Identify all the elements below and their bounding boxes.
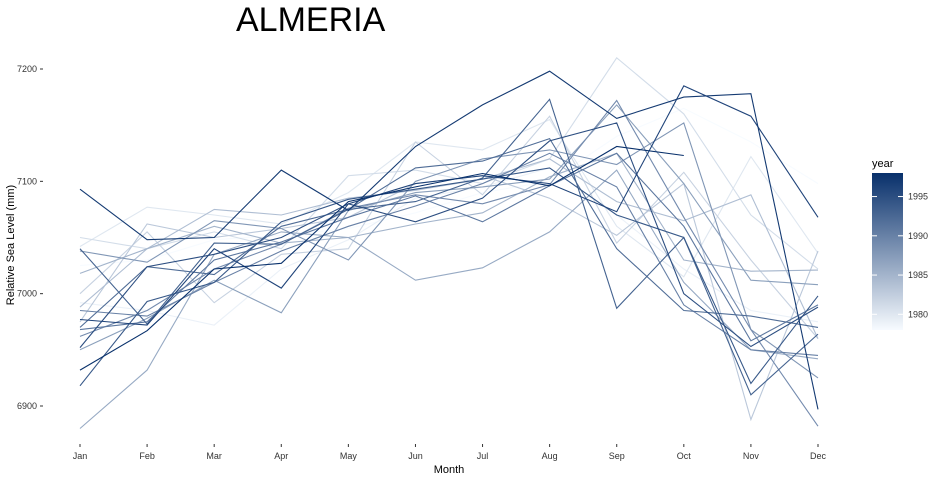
x-tick-label: Dec (810, 451, 827, 461)
series-line-1978 (79, 107, 819, 267)
series-line-1992 (79, 137, 819, 328)
x-tick-label: Apr (274, 451, 288, 461)
legend-tick-label: 1980 (908, 309, 928, 319)
series-line-1997 (79, 70, 819, 410)
series-line-1988 (79, 122, 819, 379)
x-tick-label: Jan (73, 451, 88, 461)
y-axis: 6900 7000 7100 7200 (17, 64, 43, 411)
y-tick-label: 7100 (17, 176, 37, 186)
legend-tick-label: 1990 (908, 231, 928, 241)
series-line-1989 (79, 99, 819, 427)
series-line-1982 (79, 115, 819, 339)
series-line-1995 (79, 122, 819, 348)
x-axis-label: Month (434, 464, 465, 476)
y-axis-label: Relative Sea Level (mm) (5, 185, 17, 305)
x-tick-label: Sep (609, 451, 625, 461)
legend-ticks: 1980 1985 1990 1995 (872, 192, 928, 319)
series-line-1994 (79, 167, 819, 387)
x-tick-label: May (340, 451, 358, 461)
series-line-1981 (79, 56, 819, 270)
series-line-1987 (79, 104, 819, 351)
series-lines (79, 56, 819, 429)
x-axis: Jan Feb Mar Apr May Jun Jul Aug Sep Oct Nov Dec (73, 444, 827, 461)
series-line-1985 (79, 152, 819, 274)
series-line-1979 (79, 167, 819, 326)
x-tick-label: Feb (139, 451, 155, 461)
x-tick-label: Mar (206, 451, 222, 461)
series-line-1980 (79, 118, 819, 278)
legend: year 1980 1985 1990 1995 (872, 158, 928, 330)
y-tick-label: 6900 (17, 401, 37, 411)
x-tick-label: Oct (677, 451, 692, 461)
legend-tick-label: 1995 (908, 192, 928, 202)
y-tick-label: 7000 (17, 289, 37, 299)
x-tick-label: Jul (477, 451, 489, 461)
series-line-1998 (79, 145, 684, 371)
y-tick-label: 7200 (17, 64, 37, 74)
legend-colorbar (872, 173, 903, 330)
x-tick-label: Jun (408, 451, 423, 461)
legend-title: year (872, 158, 894, 170)
x-tick-label: Nov (743, 451, 760, 461)
x-tick-label: Aug (542, 451, 558, 461)
chart-title: ALMERIA (236, 1, 386, 39)
series-line-1990 (79, 152, 819, 356)
legend-tick-label: 1985 (908, 270, 928, 280)
series-line-1991 (79, 152, 819, 342)
